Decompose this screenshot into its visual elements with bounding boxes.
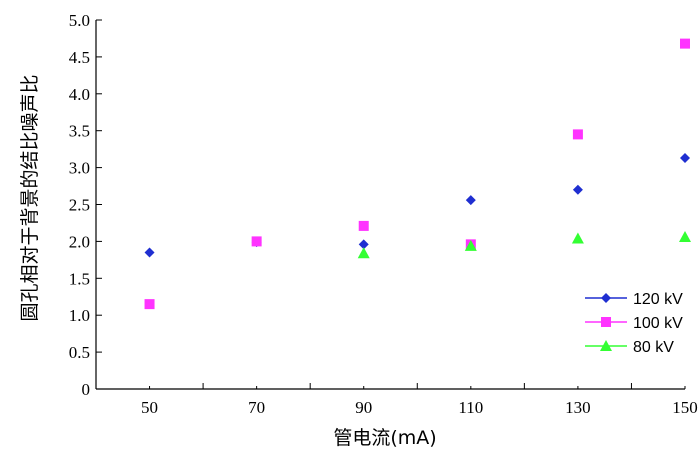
y-axis-title: 圆孔相对于背景的结比噪声比 — [19, 74, 41, 321]
y-tick-label: 3.5 — [69, 122, 90, 141]
plot-axes — [95, 20, 685, 390]
data-point — [251, 236, 262, 247]
data-point — [464, 239, 477, 251]
series-120-kv — [144, 153, 690, 258]
data-point — [465, 195, 476, 206]
y-tick-label: 0 — [82, 380, 91, 399]
series-100-kv — [144, 38, 690, 310]
x-tick-label: 50 — [141, 398, 158, 417]
y-tick-label: 1.5 — [69, 269, 90, 288]
y-tick-label: 4.0 — [69, 85, 90, 104]
x-tick-label: 150 — [672, 398, 698, 417]
data-point — [680, 153, 690, 164]
data-point — [357, 247, 370, 259]
data-point — [144, 247, 155, 258]
data-point — [679, 230, 691, 242]
data-point — [571, 232, 584, 244]
data-point — [572, 129, 583, 140]
legend-label: 80 kV — [633, 339, 674, 356]
data-point — [680, 38, 690, 49]
y-tick-label: 4.5 — [69, 48, 90, 67]
data-point — [144, 299, 155, 310]
y-tick-label: 2.5 — [69, 196, 90, 215]
y-tick-label: 1.0 — [69, 306, 90, 325]
x-tick-label: 90 — [355, 398, 372, 417]
series-80-kv — [357, 230, 691, 259]
x-tick-label: 110 — [458, 398, 483, 417]
y-tick-label: 2.0 — [69, 232, 90, 251]
x-tick-label: 130 — [565, 398, 591, 417]
data-point — [358, 239, 369, 250]
legend-marker — [600, 340, 612, 351]
data-point — [572, 184, 583, 195]
legend-label: 120 kV — [633, 291, 683, 308]
y-tick-label: 3.0 — [69, 159, 90, 178]
x-tick-label: 70 — [248, 398, 265, 417]
y-tick-label: 0.5 — [69, 343, 90, 362]
legend-marker — [601, 317, 611, 327]
data-points — [144, 38, 691, 310]
legend: 120 kV 100 kV 80 kV — [585, 291, 683, 356]
legend-label: 100 kV — [633, 315, 683, 332]
data-point — [358, 220, 369, 231]
legend-marker — [601, 293, 611, 303]
y-tick-label: 5.0 — [69, 11, 90, 30]
x-axis-title: 管电流(mA) — [333, 427, 436, 449]
axis-ticks: 0 0.5 1.0 1.5 2.0 2.5 3.0 3.5 4.0 4.5 5.0 50 70 90 110… — [69, 11, 698, 417]
